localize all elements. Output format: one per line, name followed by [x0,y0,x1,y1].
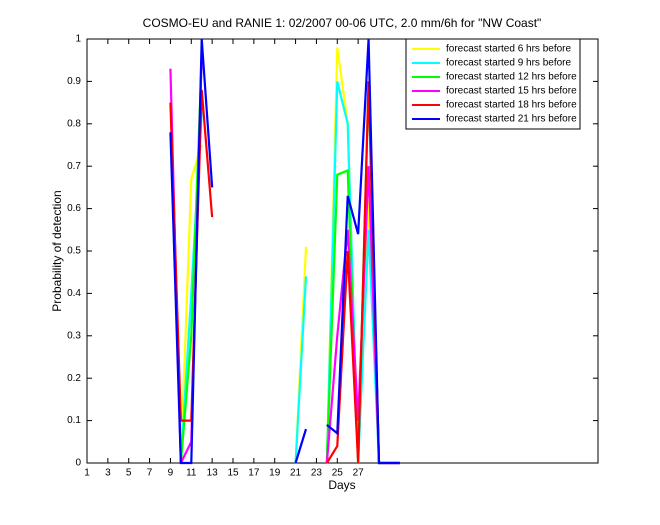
x-tick-label: 9 [168,468,174,479]
x-tick-label: 3 [105,468,111,479]
y-tick-label: 0.4 [67,288,81,299]
legend-box [405,38,581,130]
y-axis-label: Probability of detection [50,190,64,311]
x-tick-label: 1 [84,468,90,479]
y-tick-label: 0.3 [67,330,81,341]
x-tick-label: 17 [248,468,260,479]
y-tick-label: 0.5 [67,246,81,257]
x-tick-label: 5 [126,468,132,479]
x-tick-label: 15 [227,468,239,479]
y-tick-label: 0.9 [67,76,81,87]
y-tick-label: 0.7 [67,161,81,172]
x-tick-label: 23 [311,468,323,479]
y-tick-label: 0.2 [67,373,81,384]
series-line [169,38,400,465]
legend-label: forecast started 15 hrs before [446,86,577,97]
x-tick-label: 25 [332,468,344,479]
x-tick-label: 21 [290,468,302,479]
legend-label: forecast started 21 hrs before [446,114,577,125]
y-tick-label: 0.6 [67,203,81,214]
chart-title: COSMO-EU and RANIE 1: 02/2007 00-06 UTC,… [143,16,542,30]
x-tick-label: 7 [147,468,153,479]
y-tick-label: 0.8 [67,118,81,129]
x-tick-label: 27 [353,468,365,479]
x-tick-label: 19 [269,468,281,479]
x-tick-label: 13 [207,468,219,479]
y-tick-label: 0.1 [67,415,81,426]
x-axis-label: Days [328,478,355,492]
legend-label: forecast started 9 hrs before [446,58,572,69]
legend-label: forecast started 12 hrs before [446,72,577,83]
y-tick-label: 0 [75,458,81,469]
legend-label: forecast started 6 hrs before [446,44,572,55]
x-tick-label: 11 [186,468,197,479]
y-tick-label: 1 [75,34,81,45]
legend-label: forecast started 18 hrs before [446,100,577,111]
